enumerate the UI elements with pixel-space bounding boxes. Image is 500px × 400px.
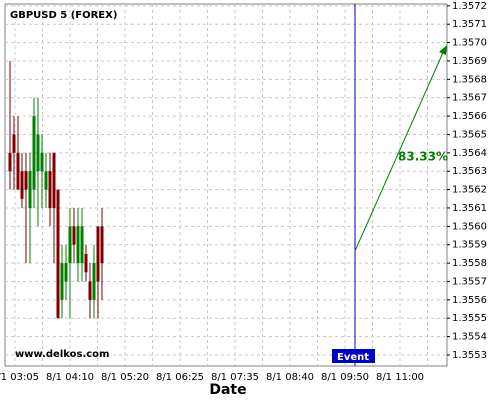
projection-arrow xyxy=(354,47,446,252)
candle-body xyxy=(76,226,80,264)
x-tick-label: 8/1 08:40 xyxy=(266,372,314,383)
candle-body xyxy=(12,134,16,153)
y-tick-label: 1.3568 xyxy=(452,74,487,85)
x-axis-title: Date xyxy=(209,382,246,398)
candle-body xyxy=(60,263,64,300)
x-tick-label: 8/1 05:20 xyxy=(101,372,149,383)
candle-body xyxy=(28,171,32,208)
candle-body xyxy=(8,152,12,172)
candle-body xyxy=(100,226,104,264)
annotation: 83.33% xyxy=(398,150,448,164)
y-tick-label: 1.3555 xyxy=(452,313,487,324)
candle-body xyxy=(88,281,92,300)
candle-body xyxy=(96,226,100,282)
candle-body xyxy=(64,263,68,282)
y-tick-label: 1.3570 xyxy=(452,38,487,49)
y-tick-label: 1.3561 xyxy=(452,203,487,214)
candle-body xyxy=(44,171,48,190)
x-tick-label: 8/1 04:10 xyxy=(46,372,94,383)
y-tick-label: 1.3562 xyxy=(452,185,487,196)
candle-body xyxy=(16,152,20,190)
candle-body xyxy=(80,226,84,264)
y-tick-label: 1.3559 xyxy=(452,240,487,251)
y-tick-label: 1.3567 xyxy=(452,93,487,104)
x-tick-label: 8/1 03:05 xyxy=(0,372,39,383)
y-tick-label: 1.3553 xyxy=(452,350,487,361)
y-tick-label: 1.3557 xyxy=(452,276,487,287)
arrow-head xyxy=(439,45,447,55)
candle-body xyxy=(40,152,44,172)
candle-body xyxy=(68,226,72,264)
candle-body xyxy=(20,171,24,199)
candle-body xyxy=(56,189,60,319)
y-tick-label: 1.3563 xyxy=(452,166,487,177)
x-tick-label: 8/1 11:00 xyxy=(376,372,424,383)
x-tick-label: 8/1 07:35 xyxy=(211,372,259,383)
x-tick-label: 8/1 06:25 xyxy=(156,372,204,383)
y-tick-label: 1.3569 xyxy=(452,56,487,67)
plot-area xyxy=(4,3,448,367)
candle-body xyxy=(84,253,88,273)
candle-body xyxy=(72,226,76,245)
chart-title: GBPUSD 5 (FOREX) xyxy=(10,10,117,21)
candle-body xyxy=(52,152,56,208)
candle-body xyxy=(92,263,96,300)
y-tick-label: 1.3564 xyxy=(452,148,487,159)
y-tick-label: 1.3554 xyxy=(452,332,487,343)
y-tick-label: 1.3572 xyxy=(452,1,487,12)
x-tick-label: 8/1 09:50 xyxy=(321,372,369,383)
y-tick-label: 1.3558 xyxy=(452,258,487,269)
candle-body xyxy=(24,171,28,190)
watermark: www.delkos.com xyxy=(15,349,109,360)
y-tick-label: 1.3566 xyxy=(452,111,487,122)
candle-body xyxy=(36,134,40,172)
candle-body xyxy=(48,171,52,208)
candle-body xyxy=(32,116,36,190)
y-tick-label: 1.3560 xyxy=(452,221,487,232)
y-tick-label: 1.3556 xyxy=(452,295,487,306)
y-tick-label: 1.3565 xyxy=(452,129,487,140)
event-box xyxy=(332,349,375,363)
event-label: Event xyxy=(337,352,369,363)
y-tick-label: 1.3571 xyxy=(452,19,487,30)
